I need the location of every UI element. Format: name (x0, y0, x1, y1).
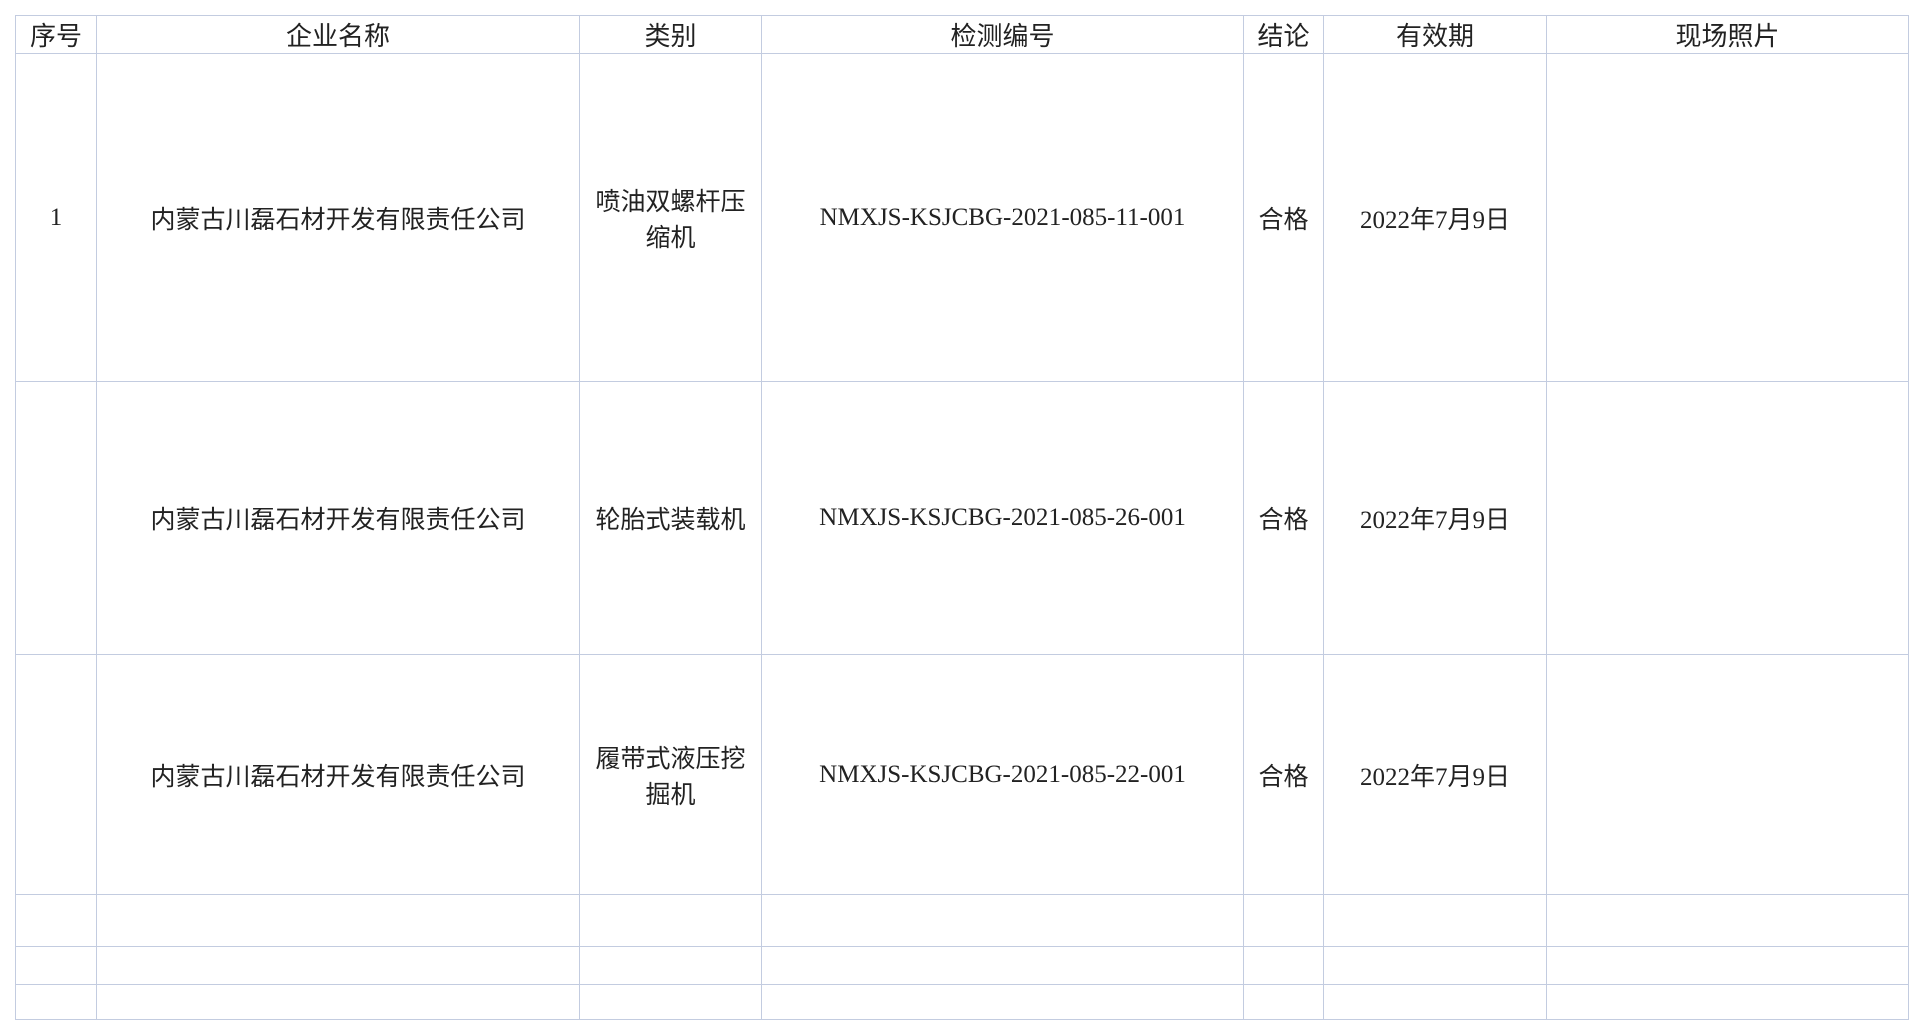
cell-valid: 2022年7月9日 (1323, 53, 1547, 382)
empty-cell (15, 946, 97, 985)
empty-row (15, 946, 1909, 985)
cell-company: 内蒙古川磊石材开发有限责任公司 (96, 654, 580, 895)
header-cell: 序号 (15, 15, 97, 54)
header-cell: 类别 (579, 15, 762, 54)
empty-row (15, 894, 1909, 947)
empty-cell (1546, 946, 1909, 985)
empty-cell (15, 894, 97, 947)
cell-code: NMXJS-KSJCBG-2021-085-11-001 (761, 53, 1244, 382)
empty-row (15, 984, 1909, 1020)
empty-cell (1243, 946, 1324, 985)
empty-cell (96, 984, 580, 1020)
empty-cell (1243, 984, 1324, 1020)
header-cell: 检测编号 (761, 15, 1244, 54)
empty-cell (96, 946, 580, 985)
cell-result: 合格 (1243, 53, 1324, 382)
header-row: 序号 企业名称 类别 检测编号 结论 有效期 现场照片 (15, 15, 1909, 54)
cell-valid: 2022年7月9日 (1323, 654, 1547, 895)
empty-cell (1323, 984, 1547, 1020)
empty-cell (761, 894, 1244, 947)
photo-cell (1546, 53, 1909, 382)
cell-category: 轮胎式装载机 (579, 381, 762, 655)
empty-cell (15, 984, 97, 1020)
cell-company: 内蒙古川磊石材开发有限责任公司 (96, 53, 580, 382)
photo-cell (1546, 654, 1909, 895)
empty-cell (1546, 984, 1909, 1020)
cell-result: 合格 (1243, 381, 1324, 655)
cell-result: 合格 (1243, 654, 1324, 895)
cell-no: 1 (15, 53, 97, 382)
header-cell: 结论 (1243, 15, 1324, 54)
cell-code: NMXJS-KSJCBG-2021-085-22-001 (761, 654, 1244, 895)
empty-cell (1243, 894, 1324, 947)
empty-cell (96, 894, 580, 947)
table-row: 内蒙古川磊石材开发有限责任公司 履带式液压挖掘机 NMXJS-KSJCBG-2021… (15, 654, 1909, 895)
empty-cell (761, 984, 1244, 1020)
header-cell: 企业名称 (96, 15, 580, 54)
cell-category: 喷油双螺杆压缩机 (579, 53, 762, 382)
cell-category: 履带式液压挖掘机 (579, 654, 762, 895)
empty-cell (761, 946, 1244, 985)
table-row: 内蒙古川磊石材开发有限责任公司 轮胎式装载机 NMXJS-KSJCBG-2021-0… (15, 381, 1909, 655)
cell-code: NMXJS-KSJCBG-2021-085-26-001 (761, 381, 1244, 655)
empty-cell (579, 984, 762, 1020)
table-row: 1 内蒙古川磊石材开发有限责任公司 喷油双螺杆压缩机 NMXJS-KSJCBG-202… (15, 53, 1909, 382)
photo-cell (1546, 381, 1909, 655)
report-table: 序号 企业名称 类别 检测编号 结论 有效期 现场照片 1 内蒙古川磊石材开发有限责任公司 喷油… (15, 15, 1909, 1020)
empty-cell (1546, 894, 1909, 947)
table-body: 1 内蒙古川磊石材开发有限责任公司 喷油双螺杆压缩机 NMXJS-KSJCBG-202… (15, 53, 1909, 1020)
cell-valid: 2022年7月9日 (1323, 381, 1547, 655)
header-cell: 现场照片 (1546, 15, 1909, 54)
empty-cell (579, 946, 762, 985)
header-cell: 有效期 (1323, 15, 1547, 54)
cell-no (15, 381, 97, 655)
cell-company: 内蒙古川磊石材开发有限责任公司 (96, 381, 580, 655)
empty-cell (1323, 894, 1547, 947)
empty-cell (1323, 946, 1547, 985)
empty-cell (579, 894, 762, 947)
cell-no (15, 654, 97, 895)
